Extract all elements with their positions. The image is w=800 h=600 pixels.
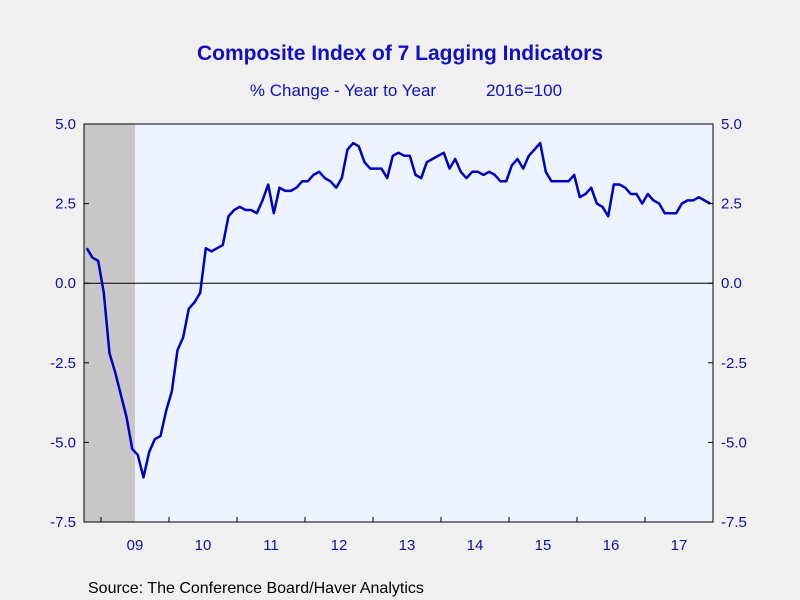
y-tick-label-right: 0.0 <box>721 275 742 292</box>
y-tick-label-left: 2.5 <box>55 196 76 213</box>
x-tick-label: 13 <box>399 537 416 554</box>
chart-subtitle-right: 2016=100 <box>486 81 562 100</box>
recession-shade <box>84 124 135 522</box>
y-tick-label-right: -5.0 <box>721 434 747 451</box>
chart-title: Composite Index of 7 Lagging Indicators <box>197 42 603 65</box>
x-tick-label: 14 <box>467 537 484 554</box>
source-note: Source: The Conference Board/Haver Analy… <box>88 580 424 597</box>
y-tick-label-left: 5.0 <box>55 116 76 133</box>
y-tick-label-left: -7.5 <box>50 514 76 531</box>
x-tick-label: 11 <box>263 537 279 554</box>
y-tick-label-left: 0.0 <box>55 275 76 292</box>
y-tick-label-right: 5.0 <box>721 116 742 133</box>
chart-subtitle-left: % Change - Year to Year <box>250 81 437 100</box>
plot-frame <box>83 123 714 523</box>
x-tick-label: 12 <box>331 537 348 554</box>
x-tick-label: 10 <box>195 537 212 554</box>
y-tick-label-right: -2.5 <box>721 355 747 372</box>
y-tick-label-left: -5.0 <box>50 434 76 451</box>
y-tick-label-right: -7.5 <box>721 514 747 531</box>
x-tick-label: 16 <box>603 537 620 554</box>
y-tick-label-right: 2.5 <box>721 196 742 213</box>
x-tick-label: 09 <box>127 537 144 554</box>
x-tick-label: 17 <box>671 537 688 554</box>
y-tick-label-left: -2.5 <box>50 355 76 372</box>
plot-area <box>84 124 713 522</box>
x-tick-label: 15 <box>535 537 552 554</box>
series-line-0 <box>85 141 711 479</box>
